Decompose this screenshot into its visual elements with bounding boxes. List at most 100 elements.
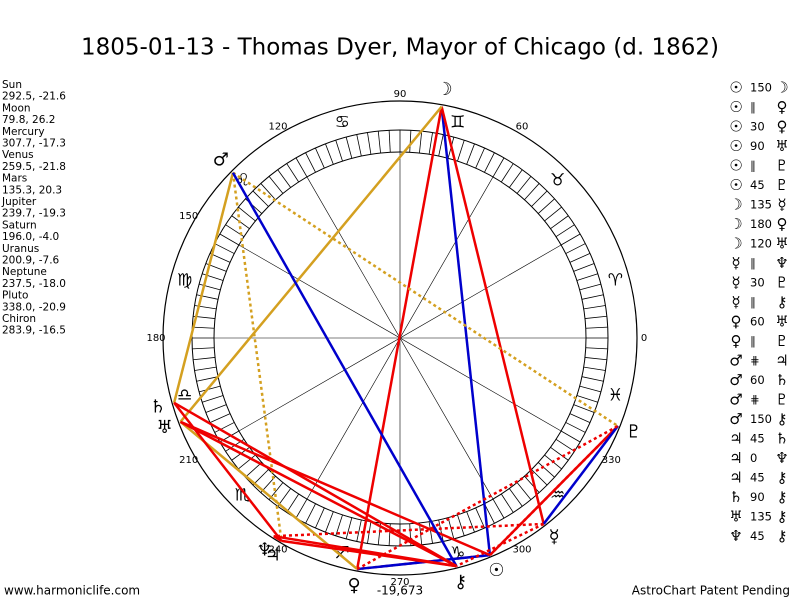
footer-right: AstroChart Patent Pending (632, 584, 790, 598)
aspect-planet-2: ♄ (775, 371, 788, 389)
aspect-planet-1: ☿ (731, 293, 740, 311)
aspect-line (179, 420, 458, 568)
planet-coords: 283.9, -16.5 (2, 325, 66, 337)
degree-label: 240 (268, 544, 287, 555)
degree-hatch (428, 132, 433, 155)
degree-hatch (537, 462, 555, 478)
planet-glyph: ♂ (213, 150, 229, 171)
degree-label: 330 (602, 455, 621, 466)
aspect-planet-2: ♇ (775, 176, 788, 194)
aspect-angle: 135 (750, 510, 772, 524)
aspect-planet-1: ♃ (729, 430, 742, 448)
degree-hatch (544, 206, 562, 222)
aspect-angle: ∥ (750, 159, 756, 173)
degree-hatch (573, 404, 595, 413)
planet-coords: 79.8, 26.2 (2, 114, 55, 126)
aspect-angle: 90 (750, 139, 765, 153)
degree-label: 120 (268, 122, 287, 133)
aspect-angle: 60 (750, 373, 765, 387)
aspect-angle: 60 (750, 315, 765, 329)
aspect-planet-2: ⚷ (777, 488, 788, 506)
planet-glyph: ♆ (257, 540, 273, 561)
aspect-planet-2: ♀ (777, 98, 788, 116)
aspect-planet-1: ♃ (729, 469, 742, 487)
wheel-note: -19,673 (377, 584, 423, 598)
degree-hatch (531, 469, 548, 486)
degree-hatch (585, 347, 608, 350)
degree-hatch (524, 475, 540, 493)
degree-hatch (214, 422, 235, 433)
degree-hatch (305, 152, 316, 173)
degree-hatch (565, 243, 586, 254)
degree-label: 300 (512, 544, 531, 555)
degree-hatch (585, 326, 608, 329)
degree-hatch (409, 130, 412, 153)
planet-name: Sun (2, 79, 22, 91)
aspect-planet-1: ☉ (729, 176, 742, 194)
planet-glyph: ♃ (265, 545, 281, 566)
degree-hatch (238, 206, 256, 222)
aspect-angle: 0 (750, 451, 757, 465)
aspect-planet-2: ♅ (775, 313, 788, 331)
degree-hatch (245, 462, 263, 478)
aspect-planet-2: ⚷ (777, 410, 788, 428)
degree-hatch (198, 385, 221, 393)
aspect-angle: ∥ (750, 256, 756, 270)
degree-hatch (569, 413, 591, 423)
degree-hatch (492, 498, 505, 519)
planet-glyph: ⚷ (454, 572, 467, 593)
degree-hatch (537, 198, 555, 214)
zodiac-sign: ♉ (550, 170, 565, 190)
degree-hatch (560, 430, 581, 443)
aspect-line (440, 106, 492, 556)
degree-hatch (584, 315, 607, 319)
degree-hatch (560, 233, 581, 246)
aspect-angle: 45 (750, 471, 765, 485)
degree-hatch (335, 140, 343, 162)
degree-hatch (428, 521, 433, 544)
aspect-planet-2: ⚷ (777, 508, 788, 526)
aspect-planet-1: ♆ (729, 527, 742, 545)
degree-hatch (581, 294, 604, 300)
degree-hatch (581, 376, 604, 382)
degree-hatch (196, 376, 219, 382)
degree-hatch (305, 503, 316, 524)
aspect-planet-1: ☽ (729, 215, 742, 233)
degree-hatch (524, 183, 540, 201)
degree-hatch (555, 438, 575, 452)
aspect-line (231, 172, 458, 567)
aspect-planet-1: ♀ (731, 332, 742, 350)
degree-hatch (345, 136, 353, 159)
degree-hatch (492, 157, 505, 178)
degree-hatch (457, 514, 465, 536)
degree-hatch (214, 243, 235, 254)
degree-hatch (576, 273, 598, 281)
degree-hatch (475, 147, 485, 169)
aspect-angle: ⋕ (750, 354, 760, 368)
aspect-planet-1: ☉ (729, 98, 742, 116)
degree-hatch (579, 283, 602, 291)
degree-hatch (268, 176, 284, 194)
degree-hatch (209, 253, 231, 263)
degree-hatch (202, 395, 224, 403)
aspect-planet-1: ♅ (729, 508, 742, 526)
degree-hatch (484, 152, 495, 173)
degree-hatch (192, 347, 215, 350)
planet-glyph: ☉ (488, 560, 504, 581)
degree-hatch (194, 366, 217, 371)
aspect-planet-1: ♂ (729, 352, 742, 370)
degree-hatch (367, 132, 372, 155)
degree-hatch (550, 215, 569, 229)
aspect-angle: 45 (750, 432, 765, 446)
footer-left: www.harmoniclife.com (4, 584, 140, 598)
aspect-planet-2: ♇ (775, 332, 788, 350)
aspect-planet-1: ☉ (729, 157, 742, 175)
aspect-angle: 120 (750, 237, 772, 251)
aspect-angle: ∥ (750, 100, 756, 114)
degree-hatch (583, 366, 606, 371)
degree-hatch (500, 163, 514, 183)
degree-hatch (238, 454, 256, 470)
planet-coords: 338.0, -20.9 (2, 301, 66, 313)
aspect-angle: 45 (750, 529, 765, 543)
